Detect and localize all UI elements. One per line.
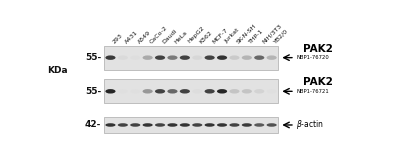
- Text: $\beta$-actin: $\beta$-actin: [296, 118, 324, 131]
- Text: A549: A549: [137, 30, 152, 45]
- Text: SK-N-SH: SK-N-SH: [236, 23, 257, 45]
- Text: YB2/0: YB2/0: [273, 28, 290, 45]
- Ellipse shape: [192, 89, 202, 93]
- Ellipse shape: [242, 123, 252, 127]
- Ellipse shape: [167, 89, 178, 93]
- Ellipse shape: [217, 123, 227, 127]
- Text: PAK2: PAK2: [303, 77, 333, 87]
- Ellipse shape: [180, 89, 190, 93]
- Text: 55-: 55-: [85, 53, 101, 62]
- Ellipse shape: [118, 89, 128, 93]
- Text: NIH/3T3: NIH/3T3: [261, 23, 282, 45]
- Text: CaCo-2: CaCo-2: [149, 25, 169, 45]
- Ellipse shape: [229, 89, 240, 93]
- Text: PAK2: PAK2: [303, 44, 333, 54]
- Text: HepG2: HepG2: [186, 26, 205, 45]
- Bar: [104, 46, 278, 70]
- Ellipse shape: [130, 55, 140, 60]
- Text: 293: 293: [112, 32, 124, 45]
- Ellipse shape: [204, 89, 215, 93]
- Text: Daudi: Daudi: [162, 28, 178, 45]
- Ellipse shape: [266, 55, 277, 60]
- Ellipse shape: [254, 123, 264, 127]
- Text: Jurkat: Jurkat: [224, 28, 240, 45]
- Ellipse shape: [180, 55, 190, 60]
- Ellipse shape: [254, 55, 264, 60]
- Ellipse shape: [180, 123, 190, 127]
- Ellipse shape: [229, 123, 240, 127]
- Ellipse shape: [130, 123, 140, 127]
- Ellipse shape: [266, 123, 277, 127]
- Text: NBP1-76720: NBP1-76720: [296, 55, 329, 60]
- Text: NBP1-76721: NBP1-76721: [296, 89, 329, 94]
- Text: HeLa: HeLa: [174, 30, 189, 45]
- Text: 42-: 42-: [85, 121, 101, 129]
- Ellipse shape: [204, 123, 215, 127]
- Ellipse shape: [142, 123, 153, 127]
- Ellipse shape: [242, 89, 252, 93]
- Ellipse shape: [118, 123, 128, 127]
- Text: THP-1: THP-1: [248, 28, 265, 45]
- Ellipse shape: [155, 123, 165, 127]
- Ellipse shape: [266, 89, 277, 93]
- Text: MCF-7: MCF-7: [211, 27, 229, 45]
- Ellipse shape: [130, 89, 140, 93]
- Ellipse shape: [118, 55, 128, 60]
- Ellipse shape: [242, 55, 252, 60]
- Bar: [104, 117, 278, 133]
- Ellipse shape: [155, 55, 165, 60]
- Ellipse shape: [167, 123, 178, 127]
- Ellipse shape: [204, 55, 215, 60]
- Ellipse shape: [142, 55, 153, 60]
- Bar: [104, 79, 278, 103]
- Text: 55-: 55-: [85, 87, 101, 96]
- Text: A431: A431: [124, 30, 139, 45]
- Ellipse shape: [217, 89, 227, 93]
- Ellipse shape: [105, 89, 116, 93]
- Text: KDa: KDa: [48, 66, 68, 75]
- Ellipse shape: [192, 123, 202, 127]
- Ellipse shape: [105, 123, 116, 127]
- Text: K562: K562: [199, 30, 214, 45]
- Ellipse shape: [167, 55, 178, 60]
- Ellipse shape: [155, 89, 165, 93]
- Ellipse shape: [229, 55, 240, 60]
- Ellipse shape: [254, 89, 264, 93]
- Ellipse shape: [105, 55, 116, 60]
- Ellipse shape: [142, 89, 153, 93]
- Ellipse shape: [192, 55, 202, 60]
- Ellipse shape: [217, 55, 227, 60]
